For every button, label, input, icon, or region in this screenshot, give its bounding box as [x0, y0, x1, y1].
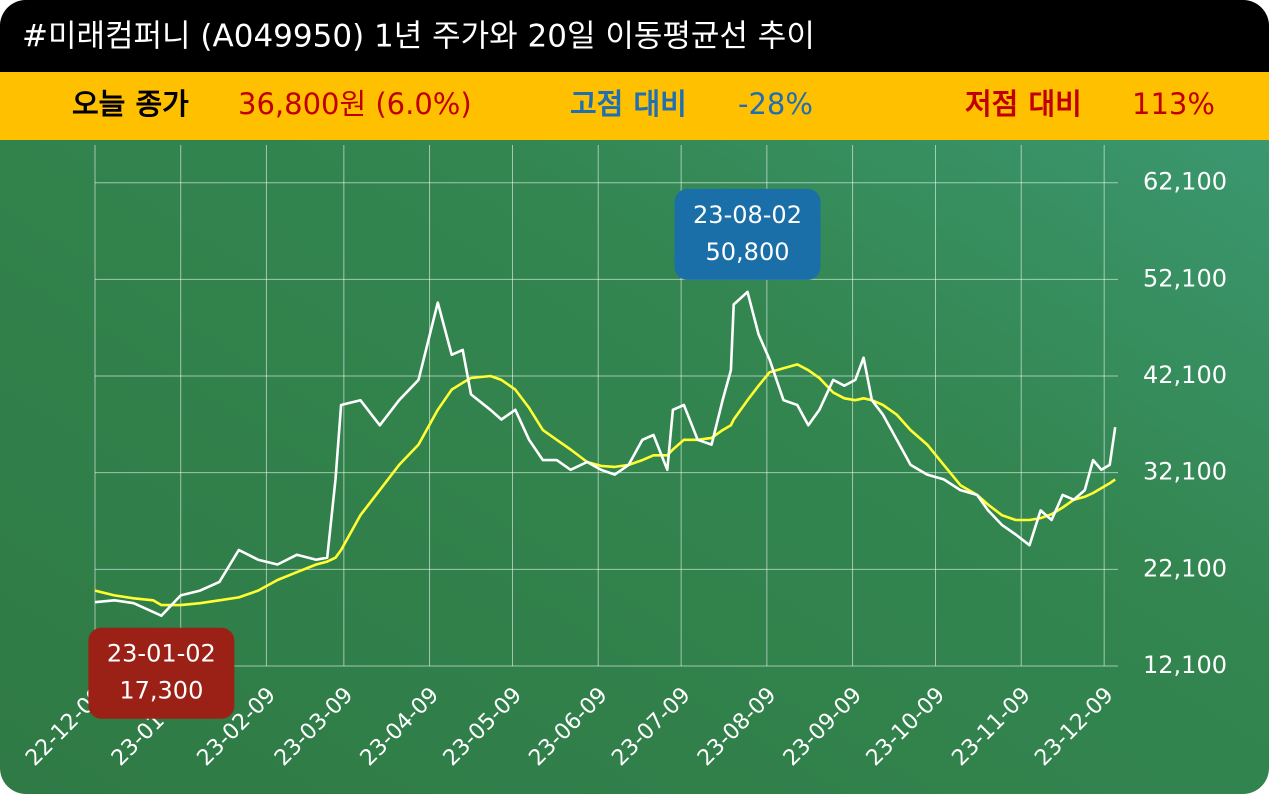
annotation-value: 17,300 [119, 677, 203, 705]
stat-value: 113% [1132, 87, 1215, 121]
annotation-date: 23-08-02 [693, 201, 802, 229]
stat-label: 오늘 종가 [72, 87, 189, 121]
y-tick-label: 22,100 [1143, 554, 1227, 582]
stats-bar [0, 72, 1269, 140]
stat-value: 36,800원 (6.0%) [238, 87, 472, 121]
annotations: 23-08-02 50,800 23-01-02 17,300 [88, 188, 821, 719]
y-tick-label: 52,100 [1143, 264, 1227, 292]
lines [94, 290, 1117, 617]
y-tick-label: 62,100 [1143, 168, 1227, 196]
series-line [94, 290, 1117, 617]
annotation-value: 50,800 [706, 238, 790, 266]
stat-label: 고점 대비 [570, 87, 687, 121]
annotation-box [88, 627, 235, 719]
stat-value: -28% [738, 87, 813, 121]
y-tick-label: 12,100 [1143, 651, 1227, 679]
y-tick-label: 32,100 [1143, 458, 1227, 486]
y-tick-label: 42,100 [1143, 361, 1227, 389]
annotation-box [674, 188, 821, 280]
title-bar [0, 0, 1269, 72]
chart-title: #미래컴퍼니 (A049950) 1년 주가와 20일 이동평균선 추이 [22, 19, 815, 55]
stats: 오늘 종가 36,800원 (6.0%) 고점 대비 -28% 저점 대비 113% [72, 87, 1215, 121]
stat-label: 저점 대비 [965, 87, 1082, 121]
annotation-date: 23-01-02 [107, 640, 216, 668]
